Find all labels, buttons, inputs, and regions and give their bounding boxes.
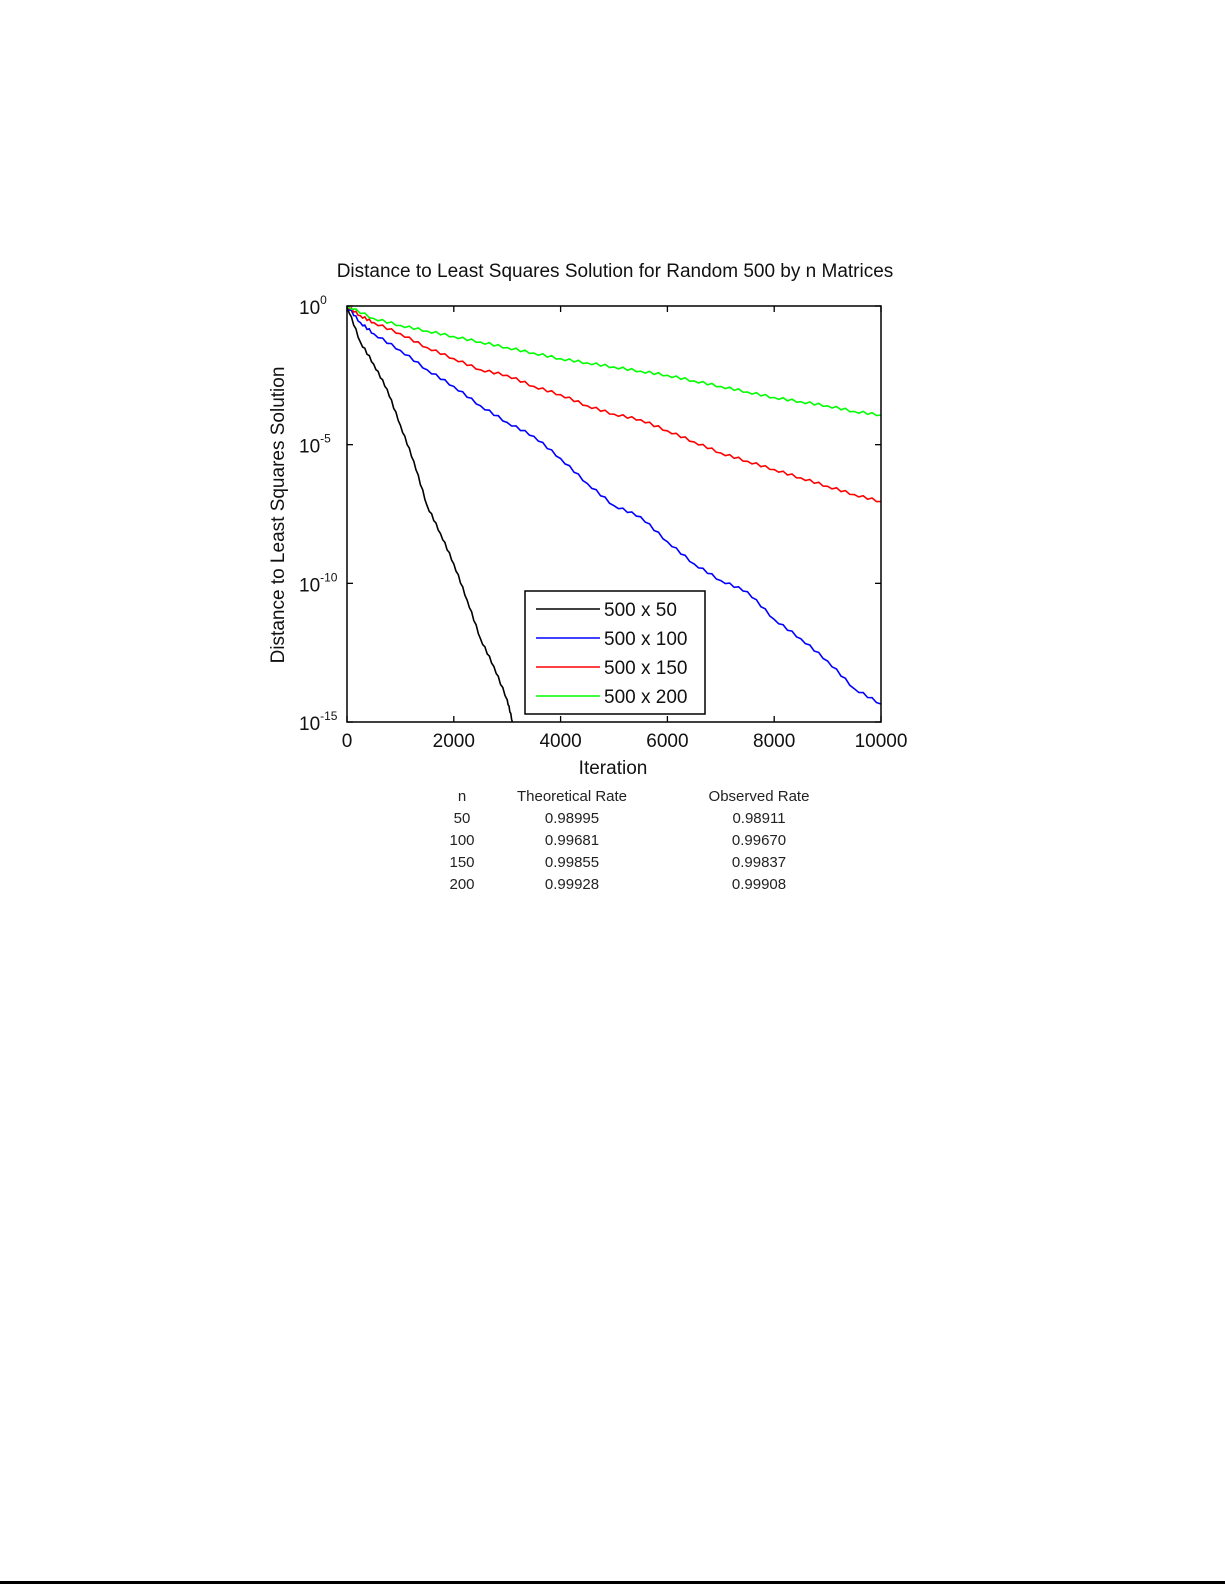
x-axis-label: Iteration — [579, 758, 648, 779]
axis-ticks: 0 2000 4000 6000 8000 10000 100 10-5 10-10 10-15 — [299, 293, 907, 752]
legend-box — [524, 590, 706, 715]
legend-label: 500 x 150 — [604, 658, 687, 679]
rate-table: n Theoretical Rate Observed Rate 50 0.98… — [440, 785, 848, 895]
cell-n: 100 — [449, 831, 475, 849]
x-tick-label: 4000 — [539, 731, 581, 752]
y-tick-label: 100 — [299, 293, 327, 319]
series-line — [346, 305, 882, 705]
chart: Distance to Least Squares Solution for R… — [268, 261, 907, 779]
cell-observed: 0.99908 — [731, 875, 787, 893]
y-tick-label: 10-10 — [299, 570, 338, 596]
cell-observed: 0.98911 — [732, 809, 786, 827]
cell-n: 150 — [449, 853, 475, 871]
y-tick-label: 10-5 — [299, 432, 331, 458]
table-row: 200 0.99928 0.99908 — [440, 873, 848, 895]
series-line — [346, 305, 514, 723]
legend: 500 x 50 500 x 100 500 x 150 500 x 200 — [524, 590, 706, 715]
plot-lines — [346, 305, 882, 723]
cell-theoretical: 0.99928 — [544, 875, 600, 893]
cell-observed: 0.99670 — [731, 831, 787, 849]
table-row: 50 0.98995 0.98911 — [440, 807, 848, 829]
cell-n: 50 — [453, 809, 471, 827]
y-axis-label: Distance to Least Squares Solution — [268, 367, 289, 664]
cell-n: 200 — [449, 875, 475, 893]
table-row: 100 0.99681 0.99670 — [440, 829, 848, 851]
legend-label: 500 x 200 — [604, 687, 687, 708]
rate-table-header: n Theoretical Rate Observed Rate — [440, 785, 848, 807]
x-tick-label: 10000 — [855, 731, 908, 752]
header-n: n — [457, 787, 467, 805]
plot-area-frame — [346, 305, 882, 723]
x-tick-label: 8000 — [753, 731, 795, 752]
header-theoretical-rate: Theoretical Rate — [516, 787, 628, 805]
series-line — [346, 305, 882, 503]
cell-theoretical: 0.98995 — [544, 809, 600, 827]
chart-title: Distance to Least Squares Solution for R… — [337, 261, 894, 282]
x-tick-label: 2000 — [433, 731, 475, 752]
legend-label: 500 x 100 — [604, 629, 687, 650]
cell-theoretical: 0.99681 — [544, 831, 600, 849]
series-line — [346, 305, 882, 417]
header-observed-rate: Observed Rate — [708, 787, 810, 805]
table-row: 150 0.99855 0.99837 — [440, 851, 848, 873]
x-tick-label: 0 — [342, 731, 353, 752]
cell-observed: 0.99837 — [731, 853, 787, 871]
x-tick-label: 6000 — [646, 731, 688, 752]
cell-theoretical: 0.99855 — [544, 853, 600, 871]
page-bottom-rule — [0, 1581, 1225, 1584]
y-tick-label: 10-15 — [299, 709, 338, 735]
legend-label: 500 x 50 — [604, 600, 677, 621]
